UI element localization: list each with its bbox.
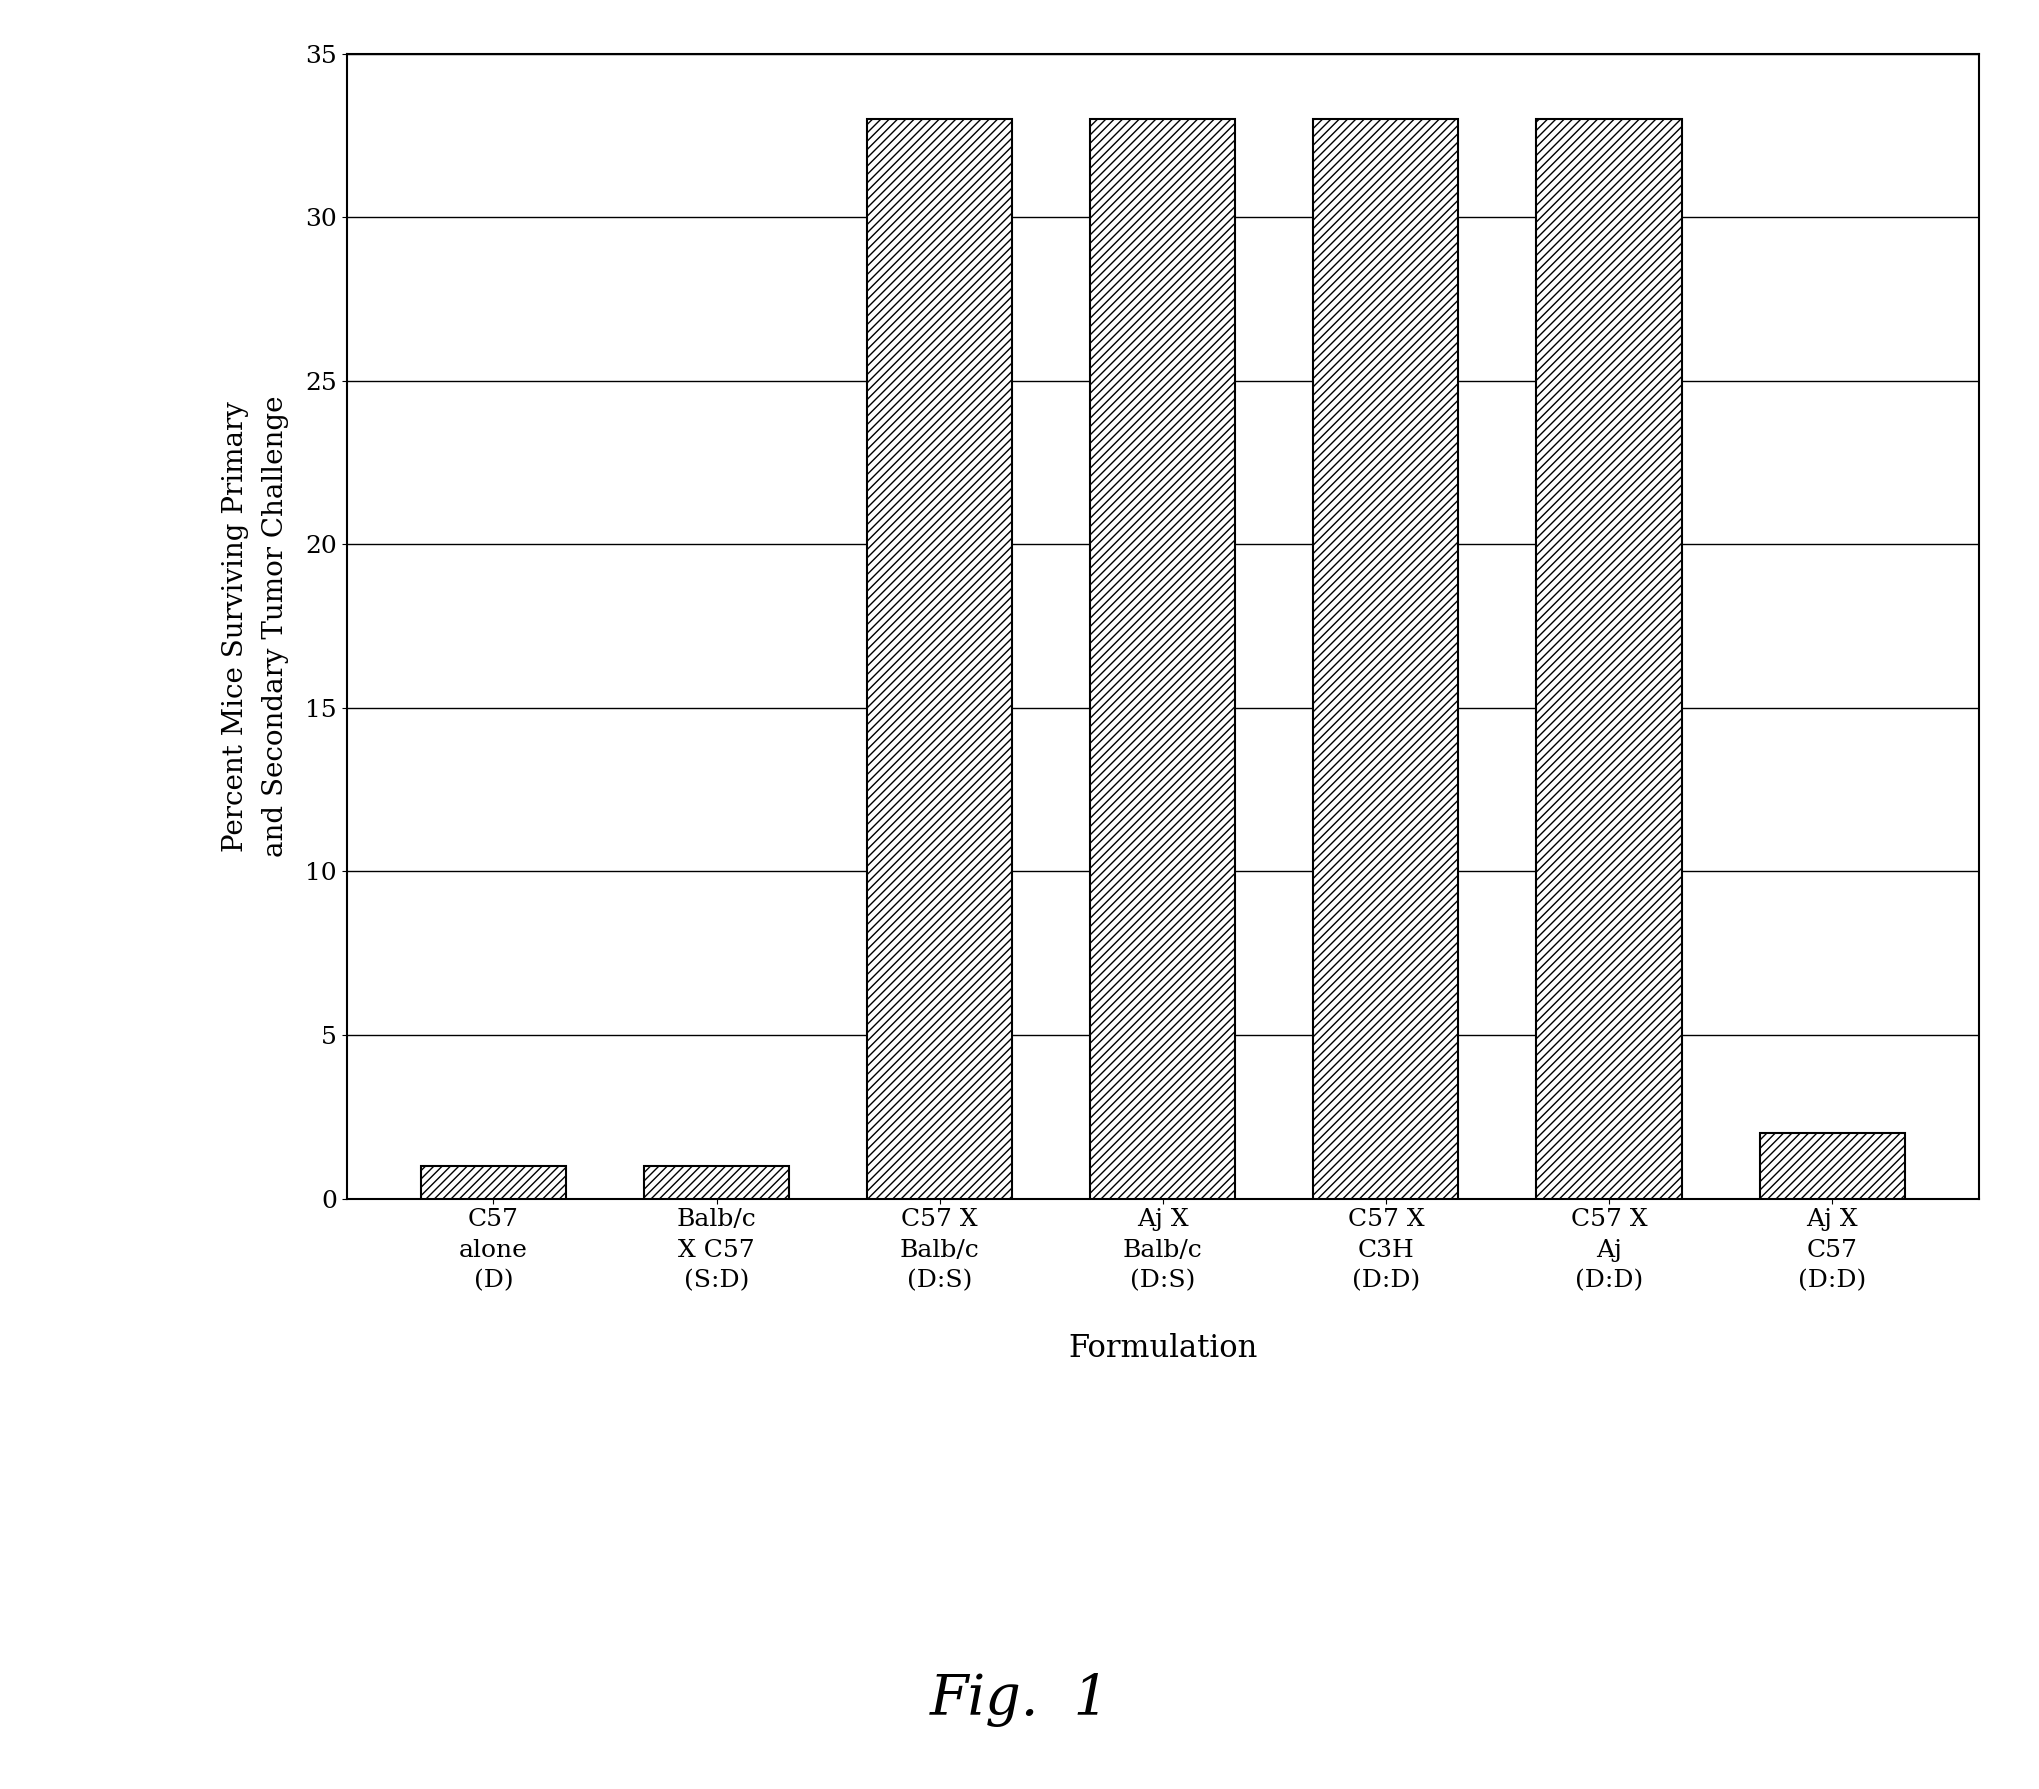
Bar <box>644 1166 789 1199</box>
Bar <box>867 120 1011 1199</box>
Bar <box>1089 120 1236 1199</box>
Y-axis label: Percent Mice Surviving Primary
and Secondary Tumor Challenge: Percent Mice Surviving Primary and Secon… <box>222 395 290 857</box>
Bar <box>1760 1132 1904 1199</box>
Bar <box>1313 120 1458 1199</box>
Text: Fig.  1: Fig. 1 <box>930 1673 1109 1726</box>
Bar <box>420 1166 565 1199</box>
Bar <box>1535 120 1680 1199</box>
X-axis label: Formulation: Formulation <box>1068 1333 1256 1365</box>
